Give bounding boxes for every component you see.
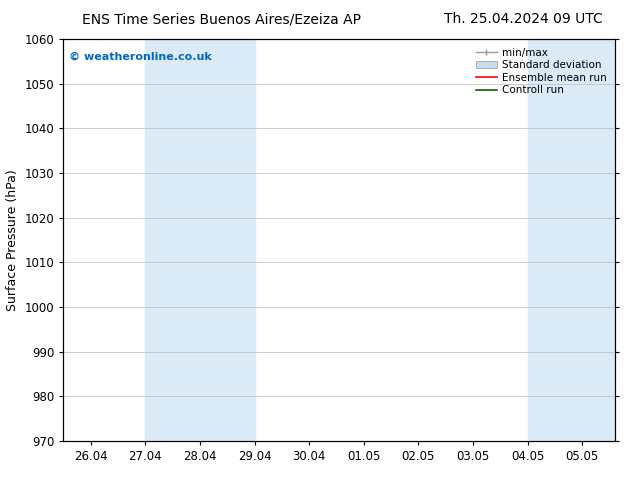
- Legend: min/max, Standard deviation, Ensemble mean run, Controll run: min/max, Standard deviation, Ensemble me…: [473, 45, 610, 98]
- Y-axis label: Surface Pressure (hPa): Surface Pressure (hPa): [6, 169, 19, 311]
- Bar: [527, 39, 615, 441]
- Text: © weatheronline.co.uk: © weatheronline.co.uk: [69, 51, 212, 61]
- Bar: [145, 39, 254, 441]
- Text: Th. 25.04.2024 09 UTC: Th. 25.04.2024 09 UTC: [444, 12, 602, 26]
- Text: ENS Time Series Buenos Aires/Ezeiza AP: ENS Time Series Buenos Aires/Ezeiza AP: [82, 12, 361, 26]
